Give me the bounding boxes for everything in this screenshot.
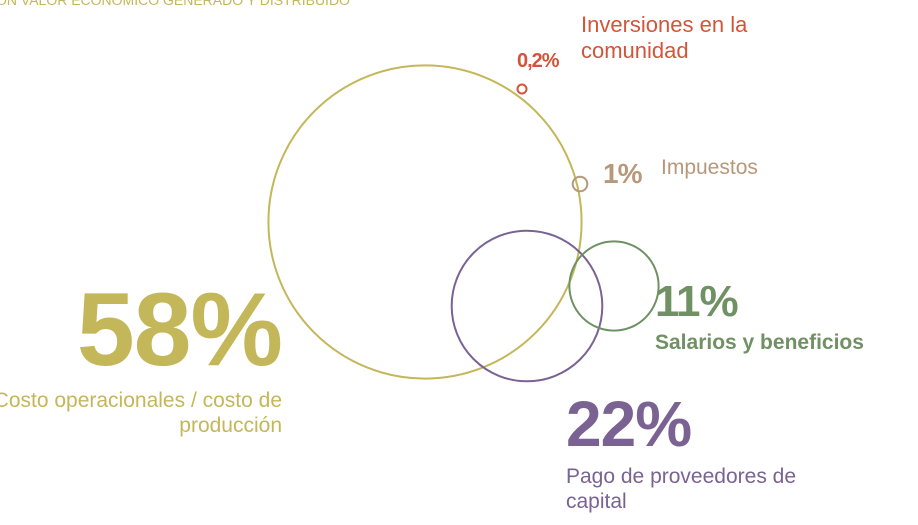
bubble — [568, 240, 660, 332]
category-label: Salarios y beneficios — [655, 331, 864, 354]
value-label: 0,2% — [517, 50, 560, 72]
category-label: Costo operacionales / costo de producció… — [0, 389, 282, 438]
value-label: 22% — [566, 388, 692, 460]
bubble — [267, 64, 583, 380]
value-label: 11% — [655, 277, 739, 326]
category-label: Pago de proveedores de capital — [566, 465, 797, 514]
value-label: 58% — [76, 272, 283, 388]
value-label: 1% — [603, 158, 642, 189]
chart-title: ÓN VALOR ECONÓMICO GENERADO Y DISTRIBUID… — [0, 0, 350, 8]
bubble — [571, 175, 589, 193]
category-label: Impuestos — [661, 156, 758, 179]
bubble — [450, 229, 604, 383]
category-label: Inversiones en la comunidad — [581, 12, 748, 64]
bubble — [516, 83, 528, 95]
